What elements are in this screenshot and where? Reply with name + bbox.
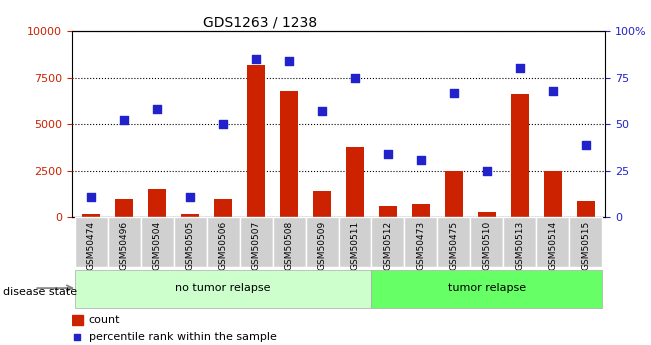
Bar [72, 315, 83, 325]
Text: GSM50506: GSM50506 [219, 221, 228, 270]
Bar [445, 171, 463, 217]
FancyBboxPatch shape [437, 217, 470, 267]
Text: GSM50474: GSM50474 [87, 221, 96, 270]
Bar [313, 191, 331, 217]
Bar [379, 206, 397, 217]
Text: percentile rank within the sample: percentile rank within the sample [89, 333, 277, 342]
Point [86, 194, 96, 200]
Point [152, 107, 163, 112]
Point [284, 58, 294, 63]
Text: GDS1263 / 1238: GDS1263 / 1238 [203, 16, 318, 30]
FancyBboxPatch shape [75, 269, 372, 308]
Text: GSM50515: GSM50515 [581, 221, 590, 270]
FancyBboxPatch shape [305, 217, 339, 267]
Text: no tumor relapse: no tumor relapse [175, 283, 271, 293]
Bar [346, 147, 364, 217]
Bar [148, 189, 167, 217]
FancyBboxPatch shape [174, 217, 207, 267]
Bar [412, 204, 430, 217]
Point [581, 142, 591, 147]
Point [119, 118, 130, 123]
Bar [82, 214, 100, 217]
Bar [214, 199, 232, 217]
FancyBboxPatch shape [273, 217, 305, 267]
FancyBboxPatch shape [372, 269, 602, 308]
Point [514, 66, 525, 71]
Bar [544, 171, 562, 217]
FancyBboxPatch shape [372, 217, 404, 267]
Text: GSM50512: GSM50512 [383, 221, 393, 270]
Point [547, 88, 558, 93]
Point [383, 151, 393, 157]
Text: GSM50511: GSM50511 [350, 221, 359, 270]
FancyBboxPatch shape [108, 217, 141, 267]
Bar [577, 200, 595, 217]
Text: disease state: disease state [3, 287, 77, 296]
Bar [510, 95, 529, 217]
Point [350, 75, 360, 80]
Bar [115, 199, 133, 217]
FancyBboxPatch shape [75, 217, 108, 267]
Point [449, 90, 459, 95]
Point [251, 56, 261, 62]
Text: GSM50509: GSM50509 [318, 221, 327, 270]
Bar [478, 212, 496, 217]
Text: GSM50513: GSM50513 [515, 221, 524, 270]
FancyBboxPatch shape [503, 217, 536, 267]
Text: GSM50508: GSM50508 [284, 221, 294, 270]
Text: GSM50510: GSM50510 [482, 221, 492, 270]
Text: GSM50475: GSM50475 [449, 221, 458, 270]
Text: GSM50473: GSM50473 [417, 221, 425, 270]
Bar [181, 214, 199, 217]
Text: GSM50496: GSM50496 [120, 221, 129, 270]
Point [218, 121, 229, 127]
FancyBboxPatch shape [470, 217, 503, 267]
Point [185, 194, 195, 200]
FancyBboxPatch shape [339, 217, 372, 267]
FancyBboxPatch shape [141, 217, 174, 267]
Bar [280, 91, 298, 217]
Text: GSM50504: GSM50504 [153, 221, 162, 270]
FancyBboxPatch shape [569, 217, 602, 267]
Text: count: count [89, 315, 120, 325]
FancyBboxPatch shape [240, 217, 273, 267]
Point [482, 168, 492, 174]
FancyBboxPatch shape [404, 217, 437, 267]
Point [416, 157, 426, 162]
Text: GSM50507: GSM50507 [252, 221, 260, 270]
FancyBboxPatch shape [536, 217, 569, 267]
FancyBboxPatch shape [207, 217, 240, 267]
Bar [247, 65, 265, 217]
Text: GSM50505: GSM50505 [186, 221, 195, 270]
Point [72, 335, 83, 340]
Text: GSM50514: GSM50514 [548, 221, 557, 270]
Point [317, 108, 327, 114]
Text: tumor relapse: tumor relapse [448, 283, 526, 293]
